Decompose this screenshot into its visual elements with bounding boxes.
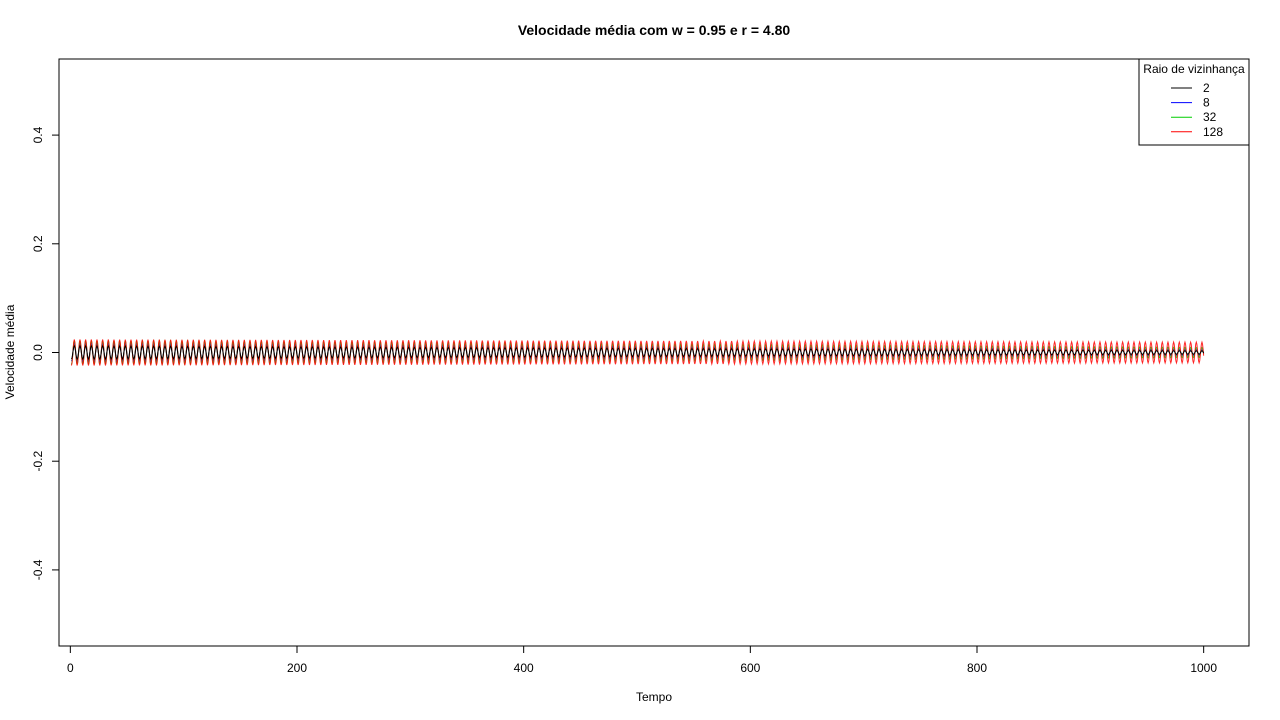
legend-label-32: 32 (1203, 110, 1217, 124)
chart-title: Velocidade média com w = 0.95 e r = 4.80 (518, 22, 791, 38)
x-axis: 0 200 400 600 800 1000 (67, 645, 1217, 675)
legend-box (1138, 58, 1250, 146)
legend-label-8: 8 (1203, 96, 1210, 110)
x-tick-label: 200 (287, 661, 307, 675)
series-layer (70, 338, 1205, 367)
y-tick-label: 0.2 (31, 235, 45, 252)
x-tick-label: 0 (67, 661, 74, 675)
x-tick-label: 1000 (1190, 661, 1217, 675)
y-tick-label: -0.2 (31, 451, 45, 472)
y-axis-label: Velocidade média (3, 304, 17, 399)
legend-title: Raio de vizinhança (1143, 62, 1245, 76)
y-tick-label: 0.0 (31, 344, 45, 361)
y-tick-label: -0.4 (31, 559, 45, 580)
legend-label-128: 128 (1203, 125, 1223, 139)
y-tick-label: 0.4 (31, 126, 45, 143)
x-tick-label: 400 (514, 661, 534, 675)
legend-label-2: 2 (1203, 81, 1210, 95)
x-tick-label: 800 (967, 661, 987, 675)
series-line-2 (71, 344, 1205, 361)
y-axis: -0.4 -0.2 0.0 0.2 0.4 (31, 126, 60, 580)
x-axis-label: Tempo (636, 690, 672, 704)
x-tick-label: 600 (740, 661, 760, 675)
